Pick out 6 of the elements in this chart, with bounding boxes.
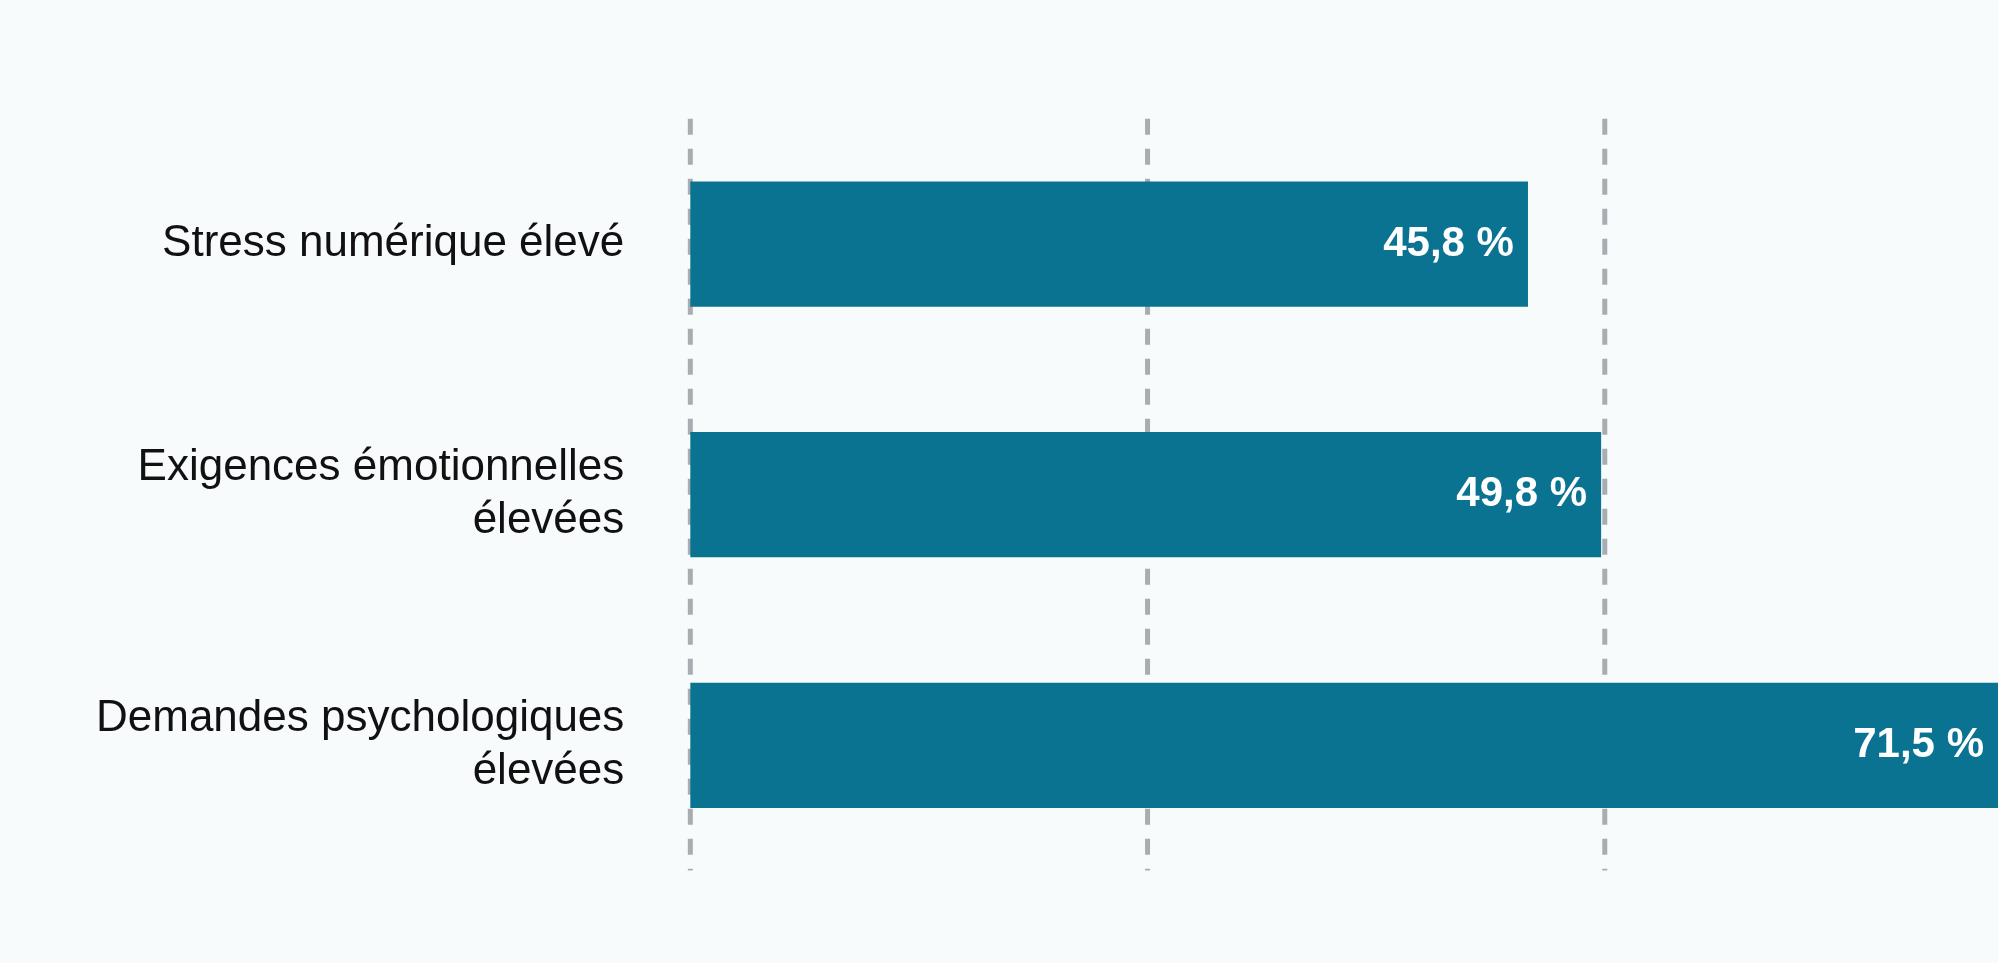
data-label: 45,8 % xyxy=(1383,217,1514,265)
data-label: 71,5 % xyxy=(1853,718,1984,766)
data-label: 49,8 % xyxy=(1456,468,1588,516)
y-tick-label: Stress numérique élevé xyxy=(162,216,625,266)
y-tick-label: Demandes psychologiques élevées xyxy=(95,691,625,793)
y-tick-label: Exigences émotionnelles élevées xyxy=(137,440,625,543)
